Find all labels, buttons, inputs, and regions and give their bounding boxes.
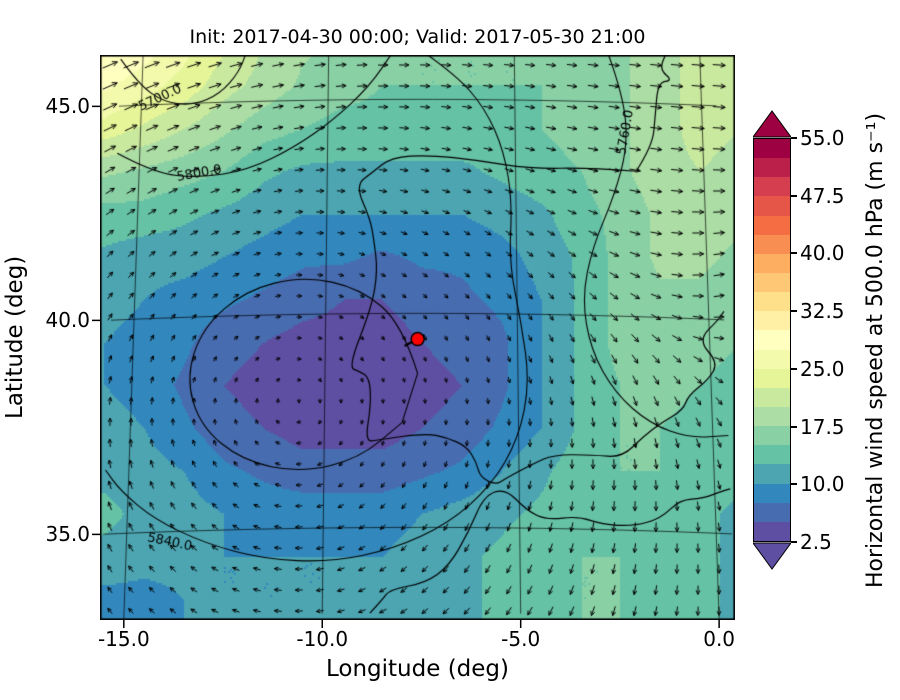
colorbar-band bbox=[754, 292, 790, 312]
colorbar-up-arrow bbox=[752, 110, 792, 138]
colorbar-tick-label: 40.0 bbox=[800, 241, 845, 266]
colorbar-band bbox=[754, 330, 790, 350]
x-tick-label: -15.0 bbox=[97, 627, 150, 651]
colorbar-band bbox=[754, 215, 790, 235]
colorbar-tick-mark bbox=[791, 425, 797, 428]
colorbar-band bbox=[754, 234, 790, 254]
x-tick-label: -5.0 bbox=[501, 627, 541, 651]
colorbar-tick-mark bbox=[791, 367, 797, 370]
map-canvas bbox=[100, 55, 735, 620]
y-tick-label: 35.0 bbox=[45, 522, 90, 547]
colorbar-under-arrow bbox=[753, 542, 791, 570]
colorbar-band bbox=[754, 426, 790, 446]
colorbar-tick-mark bbox=[791, 194, 797, 197]
colorbar-tick-label: 10.0 bbox=[800, 472, 845, 497]
colorbar-band bbox=[754, 406, 790, 427]
colorbar-bands bbox=[753, 138, 791, 542]
colorbar-tick-mark bbox=[791, 541, 797, 543]
colorbar-band bbox=[754, 502, 790, 522]
y-tick-label: 40.0 bbox=[45, 308, 90, 333]
colorbar-band bbox=[754, 158, 790, 178]
colorbar-band bbox=[754, 196, 790, 216]
colorbar-band bbox=[754, 445, 790, 465]
colorbar-tick-mark bbox=[791, 483, 797, 486]
colorbar-band bbox=[754, 272, 790, 293]
colorbar-band bbox=[754, 368, 790, 388]
colorbar-tick-label: 17.5 bbox=[800, 414, 845, 439]
colorbar-band bbox=[754, 464, 790, 484]
x-tick-label: -10.0 bbox=[296, 627, 349, 651]
colorbar-label: Horizontal wind speed at 500.0 hPa (m s⁻… bbox=[863, 112, 888, 588]
x-tick-label: 0.0 bbox=[703, 627, 736, 651]
y-tick-label: 45.0 bbox=[45, 94, 90, 119]
colorbar-tick-label: 2.5 bbox=[800, 530, 832, 554]
colorbar-band bbox=[754, 139, 790, 159]
x-axis-label: Longitude (deg) bbox=[325, 656, 509, 682]
colorbar-tick-mark bbox=[791, 137, 797, 139]
colorbar-tick-mark bbox=[791, 252, 797, 255]
colorbar-band bbox=[754, 483, 790, 503]
colorbar-band bbox=[754, 253, 790, 273]
colorbar-tick-label: 55.0 bbox=[800, 126, 845, 150]
colorbar-band bbox=[754, 311, 790, 331]
colorbar-over-arrow bbox=[752, 110, 792, 138]
colorbar-tick-label: 32.5 bbox=[800, 299, 845, 324]
colorbar-tick-label: 25.0 bbox=[800, 356, 845, 381]
colorbar-tick-mark bbox=[791, 310, 797, 313]
colorbar-band bbox=[754, 349, 790, 369]
colorbar-band bbox=[754, 177, 790, 197]
colorbar-band bbox=[754, 521, 790, 541]
plot-title: Init: 2017-04-30 00:00; Valid: 2017-05-3… bbox=[189, 26, 646, 48]
colorbar-down-arrow bbox=[753, 542, 791, 570]
colorbar-band bbox=[754, 387, 790, 407]
colorbar bbox=[752, 110, 792, 570]
colorbar-tick-label: 47.5 bbox=[800, 183, 845, 208]
